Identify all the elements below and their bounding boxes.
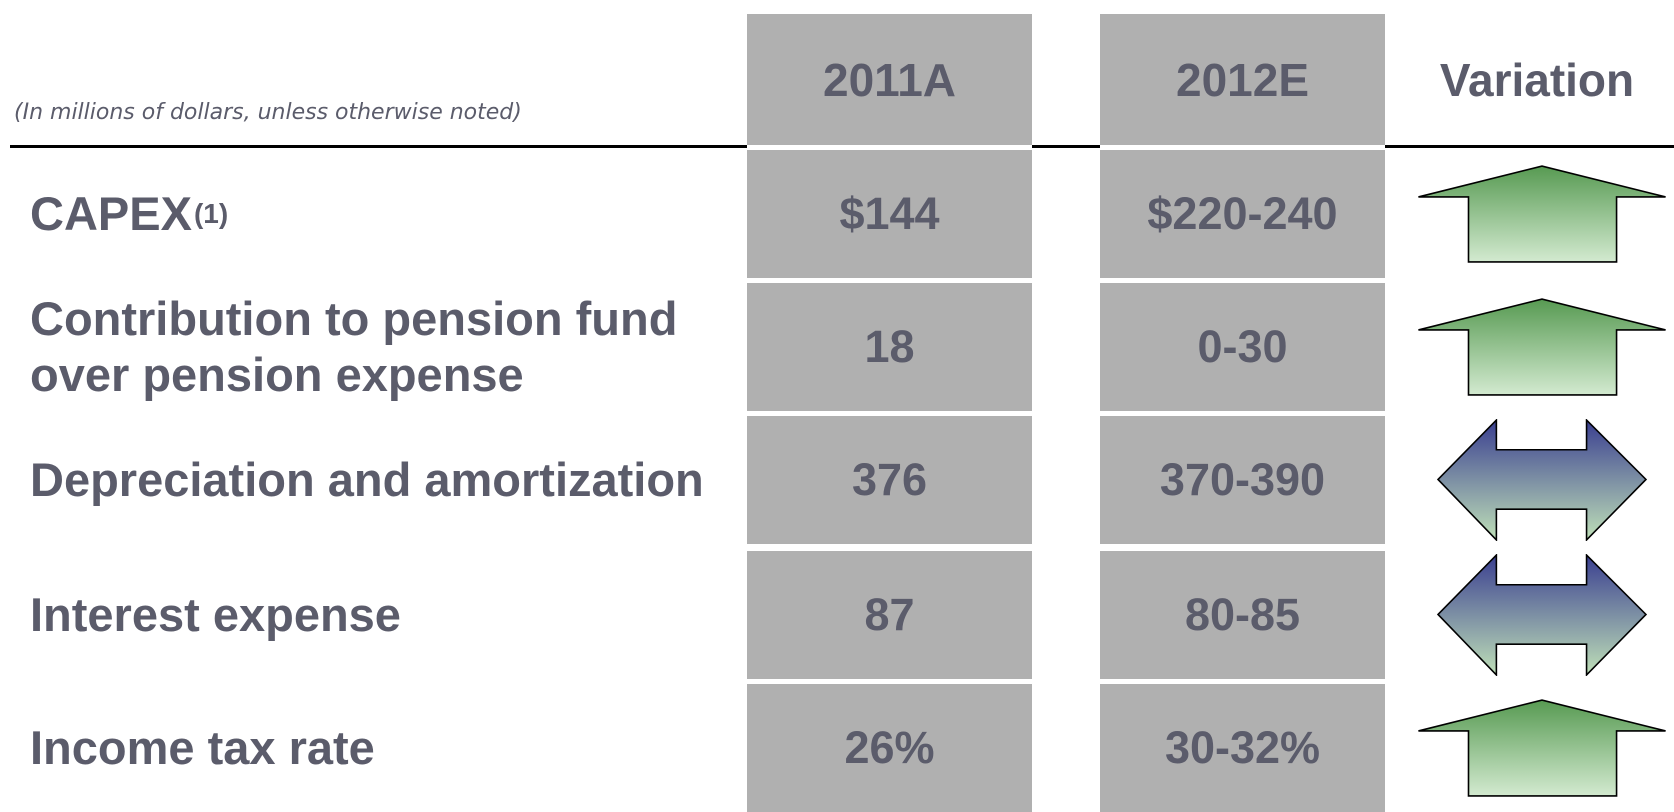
value-2011: $144 [747,150,1032,278]
label-text: Depreciation and amortization [30,453,704,506]
value-2011: 26% [747,684,1032,812]
up-arrow [1418,298,1666,396]
variation-icon [1416,416,1668,544]
label-text: Income tax rate [30,721,375,774]
header-rule [1385,145,1674,148]
value-2011: 376 [747,416,1032,544]
variation-icon [1416,150,1668,278]
value-2012: 80-85 [1100,551,1385,679]
variation-icon [1416,551,1668,679]
column-header: Variation [1439,53,1635,106]
label-text: Interest expense [30,588,401,641]
units-note: (In millions of dollars, unless otherwis… [14,100,522,125]
value-2012: $220-240 [1100,150,1385,278]
value-2012: 30-32% [1100,684,1385,812]
value-2012: 0-30 [1100,283,1385,411]
label-text: CAPEX [30,187,192,240]
value-2012: 370-390 [1100,416,1385,544]
footnote-mark: (1) [193,198,229,229]
variation-icon [1416,283,1668,411]
variation-icon [1416,684,1668,812]
header-rule [10,145,747,148]
row-label: Income tax rate [30,684,730,812]
row-label: Interest expense [30,551,730,679]
label-text: Contribution to pension fund over pensio… [30,292,678,401]
column-header: 2012E [1100,14,1385,145]
up-arrow [1418,165,1666,263]
value-2011: 87 [747,551,1032,679]
row-label: Contribution to pension fund over pensio… [30,283,730,411]
row-label: Depreciation and amortization [30,416,730,544]
value-2011: 18 [747,283,1032,411]
row-label: CAPEX (1) [30,150,730,278]
column-header: 2011A [747,14,1032,145]
double-arrow [1436,554,1648,676]
up-arrow [1418,699,1666,797]
double-arrow [1436,419,1648,541]
header-rule [1032,145,1100,148]
